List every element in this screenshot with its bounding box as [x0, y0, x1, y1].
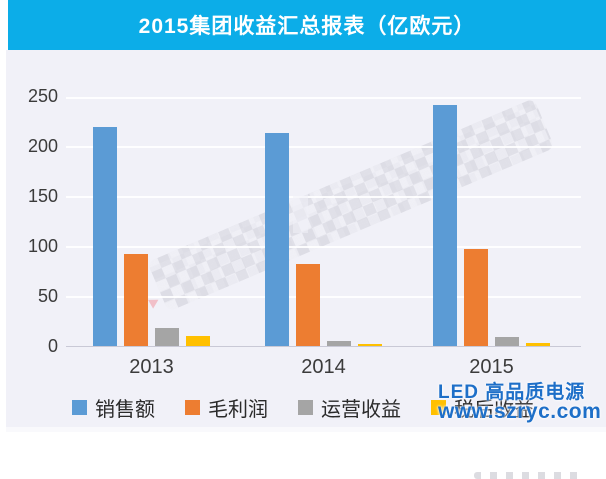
chart-panel: 0 50 100 150 200 250 2013 2014 2015 销售额 毛利润 运营收益 税… [6, 50, 606, 479]
legend-label: 运营收益 [321, 399, 401, 421]
bar-销售额-2013 [93, 127, 117, 346]
bar-税后收益-2014 [358, 344, 382, 346]
gridline-150 [66, 196, 581, 198]
legend-item-毛利润: 毛利润 [185, 393, 268, 422]
site-watermark-text: LED 高品质电源 [438, 382, 586, 403]
legend-label: 税后收益 [454, 399, 534, 421]
bar-毛利润-2013 [124, 254, 148, 346]
bar-销售额-2014 [265, 133, 289, 346]
bar-税后收益-2015 [526, 343, 550, 346]
x-tick-label: 2013 [129, 356, 174, 378]
bar-运营收益-2015 [495, 337, 519, 346]
bar-运营收益-2014 [327, 341, 351, 346]
bar-毛利润-2015 [464, 249, 488, 346]
legend-item-销售额: 销售额 [72, 393, 155, 422]
x-tick-label: 2014 [301, 356, 346, 378]
x-tick-label: 2015 [469, 356, 514, 378]
pixelated-watermark-fragment [293, 183, 308, 233]
faint-scribble-artifact [474, 472, 584, 479]
gridline-50 [66, 296, 581, 298]
legend-item-税后收益: 税后收益 [431, 393, 534, 422]
y-tick-label: 150 [27, 186, 58, 206]
y-tick-label: 0 [47, 336, 58, 356]
title-banner: 2015集团收益汇总报表（亿欧元） [8, 0, 606, 50]
legend-label: 毛利润 [208, 399, 268, 421]
bar-销售额-2015 [433, 105, 457, 346]
bar-毛利润-2014 [296, 264, 320, 346]
y-tick-label: 100 [27, 236, 58, 256]
legend-swatch [72, 400, 87, 415]
bottom-edge-fade [6, 427, 606, 432]
gridline-200 [66, 146, 581, 148]
page-title: 2015集团收益汇总报表（亿欧元） [138, 15, 476, 38]
chart-legend: 销售额 毛利润 运营收益 税后收益 [72, 393, 534, 422]
gridline-250 [66, 97, 581, 99]
site-watermark-url: www.szryc.com [438, 400, 602, 424]
legend-swatch [298, 400, 313, 415]
bar-运营收益-2013 [155, 328, 179, 346]
gridline-0 [66, 346, 581, 347]
site-watermark: LED 高品质电源 www.szryc.com [438, 383, 601, 423]
legend-swatch [431, 400, 446, 415]
legend-swatch [185, 400, 200, 415]
plot-area [66, 97, 581, 347]
legend-item-运营收益: 运营收益 [298, 393, 401, 422]
legend-label: 销售额 [95, 399, 155, 421]
gridline-100 [66, 246, 581, 248]
y-tick-label: 200 [27, 136, 58, 156]
y-tick-label: 50 [37, 286, 58, 306]
y-tick-label: 250 [27, 86, 58, 106]
bar-税后收益-2013 [186, 336, 210, 346]
